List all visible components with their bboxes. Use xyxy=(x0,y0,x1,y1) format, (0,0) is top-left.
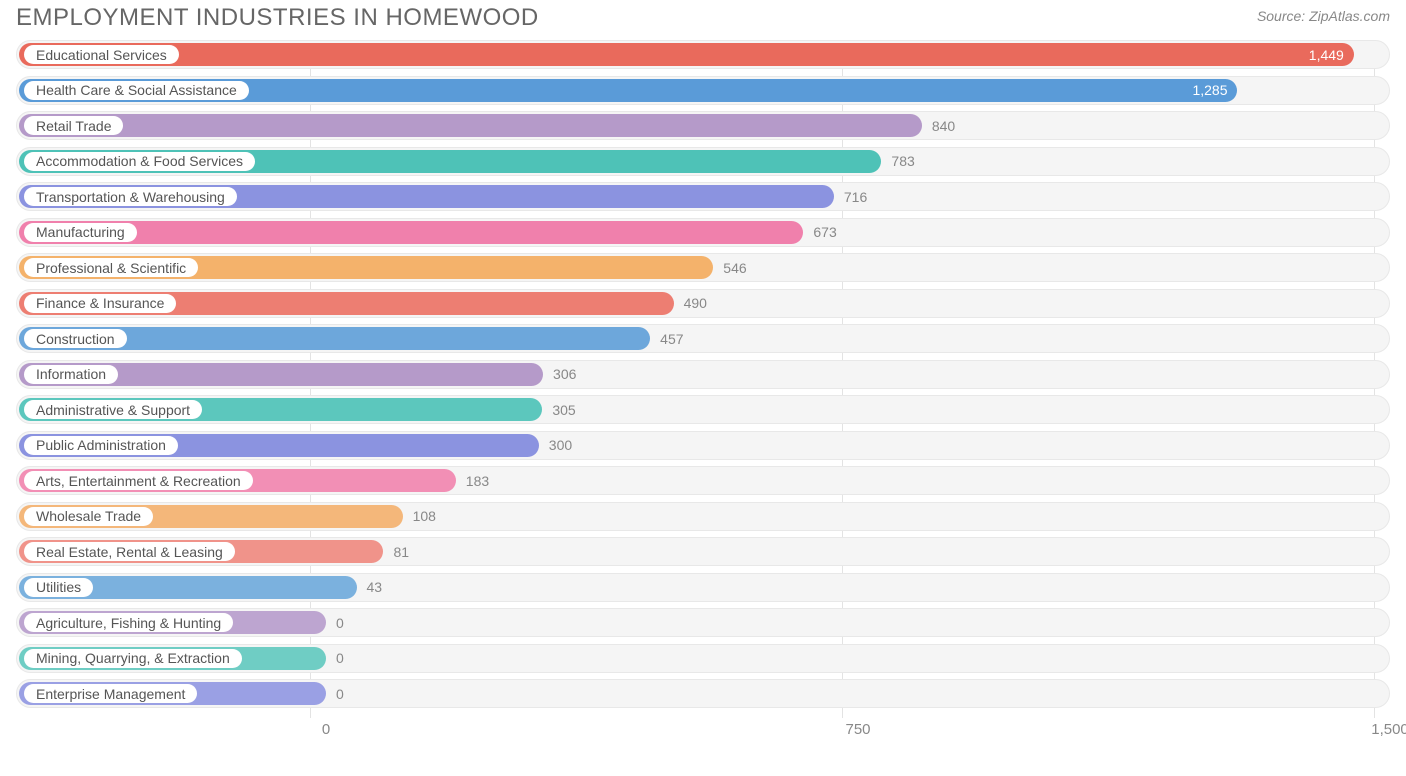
bar-row: Accommodation & Food Services 783 xyxy=(16,147,1390,176)
bar-value: 1,449 xyxy=(1309,40,1344,69)
bar-value: 0 xyxy=(336,644,344,673)
bar-row: Administrative & Support 305 xyxy=(16,395,1390,424)
bar-value: 81 xyxy=(393,537,409,566)
bar-row: Manufacturing 673 xyxy=(16,218,1390,247)
bar-label: Arts, Entertainment & Recreation xyxy=(24,471,253,490)
bar-row: Professional & Scientific 546 xyxy=(16,253,1390,282)
bar-value: 1,285 xyxy=(1192,76,1227,105)
bar-value: 300 xyxy=(549,431,572,460)
bar-label: Utilities xyxy=(24,578,93,597)
bar-row: Real Estate, Rental & Leasing 81 xyxy=(16,537,1390,566)
bar-label: Educational Services xyxy=(24,45,179,64)
bar-value: 108 xyxy=(413,502,436,531)
bar-label: Construction xyxy=(24,329,127,348)
chart-source: Source: ZipAtlas.com xyxy=(1257,4,1390,24)
bar-value: 305 xyxy=(552,395,575,424)
bar-value: 0 xyxy=(336,679,344,708)
x-axis: 07501,500 xyxy=(16,715,1390,745)
axis-tick-label: 750 xyxy=(845,721,870,738)
bar-label: Professional & Scientific xyxy=(24,258,198,277)
bar-label: Administrative & Support xyxy=(24,400,202,419)
bar-value: 716 xyxy=(844,182,867,211)
chart-area: Educational Services 1,449 Health Care & S… xyxy=(0,40,1406,750)
bar-value: 783 xyxy=(891,147,914,176)
chart-header: EMPLOYMENT INDUSTRIES IN HOMEWOOD Source… xyxy=(0,0,1406,40)
bar-row: Public Administration 300 xyxy=(16,431,1390,460)
bar-row: Educational Services 1,449 xyxy=(16,40,1390,69)
bar-row: Enterprise Management 0 xyxy=(16,679,1390,708)
bar-fill xyxy=(19,114,922,137)
bar-label: Finance & Insurance xyxy=(24,294,176,313)
bar-row: Mining, Quarrying, & Extraction 0 xyxy=(16,644,1390,673)
bar-label: Transportation & Warehousing xyxy=(24,187,237,206)
bar-label: Public Administration xyxy=(24,436,178,455)
bar-row: Wholesale Trade 108 xyxy=(16,502,1390,531)
bar-value: 0 xyxy=(336,608,344,637)
bar-label: Retail Trade xyxy=(24,116,123,135)
bar-value: 457 xyxy=(660,324,683,353)
axis-tick-label: 0 xyxy=(322,721,330,738)
bar-row: Health Care & Social Assistance 1,285 xyxy=(16,76,1390,105)
bar-row: Transportation & Warehousing 716 xyxy=(16,182,1390,211)
bar-value: 673 xyxy=(813,218,836,247)
bar-row: Finance & Insurance 490 xyxy=(16,289,1390,318)
bar-fill xyxy=(19,43,1354,66)
bar-label: Manufacturing xyxy=(24,223,137,242)
bar-label: Agriculture, Fishing & Hunting xyxy=(24,613,233,632)
bar-row: Arts, Entertainment & Recreation 183 xyxy=(16,466,1390,495)
bar-label: Information xyxy=(24,365,118,384)
bar-row: Construction 457 xyxy=(16,324,1390,353)
bar-row: Information 306 xyxy=(16,360,1390,389)
bar-value: 183 xyxy=(466,466,489,495)
bar-label: Accommodation & Food Services xyxy=(24,152,255,171)
bar-container: Educational Services 1,449 Health Care & S… xyxy=(16,40,1390,708)
bar-value: 840 xyxy=(932,111,955,140)
chart-title: EMPLOYMENT INDUSTRIES IN HOMEWOOD xyxy=(16,4,539,32)
axis-tick-label: 1,500 xyxy=(1371,721,1406,738)
bar-label: Health Care & Social Assistance xyxy=(24,81,249,100)
bar-label: Wholesale Trade xyxy=(24,507,153,526)
bar-label: Mining, Quarrying, & Extraction xyxy=(24,649,242,668)
bar-label: Enterprise Management xyxy=(24,684,197,703)
bar-row: Agriculture, Fishing & Hunting 0 xyxy=(16,608,1390,637)
bar-value: 490 xyxy=(684,289,707,318)
bar-value: 306 xyxy=(553,360,576,389)
bar-row: Utilities 43 xyxy=(16,573,1390,602)
bar-label: Real Estate, Rental & Leasing xyxy=(24,542,235,561)
bar-row: Retail Trade 840 xyxy=(16,111,1390,140)
bar-value: 546 xyxy=(723,253,746,282)
bar-value: 43 xyxy=(367,573,383,602)
